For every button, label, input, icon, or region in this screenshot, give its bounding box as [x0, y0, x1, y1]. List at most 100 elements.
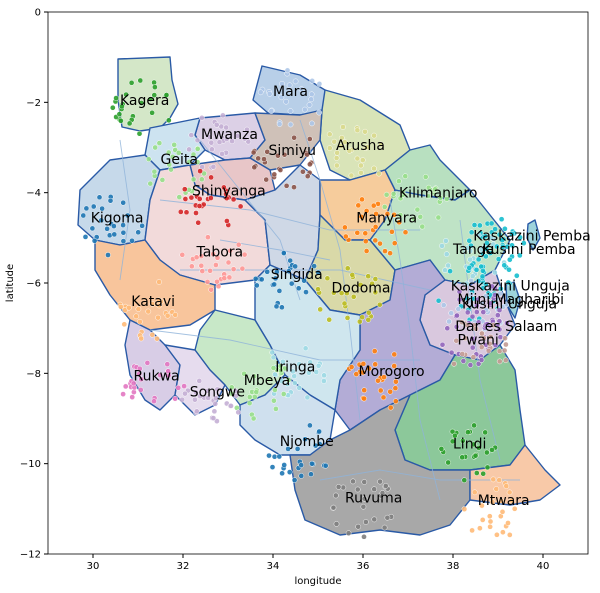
sample-point: [270, 354, 277, 361]
sample-point: [479, 502, 485, 509]
sample-point: [333, 155, 340, 161]
x-tick-label: 40: [537, 561, 550, 572]
sample-point: [264, 148, 271, 155]
sample-point: [269, 464, 276, 470]
sample-point: [493, 486, 500, 492]
sample-point: [496, 231, 503, 238]
sample-point: [506, 266, 512, 273]
sample-point: [411, 215, 417, 222]
sample-point: [478, 357, 485, 363]
sample-point: [490, 322, 497, 329]
sample-point: [477, 525, 483, 532]
sample-point: [190, 176, 197, 183]
sample-point: [292, 263, 299, 270]
sample-point: [361, 479, 368, 485]
sample-point: [291, 380, 298, 386]
sample-point: [372, 237, 379, 244]
sample-point: [501, 262, 508, 269]
sample-point: [311, 263, 317, 269]
sample-point: [483, 245, 490, 252]
sample-point: [458, 319, 465, 325]
sample-point: [156, 297, 162, 304]
sample-point: [384, 514, 391, 521]
sample-point: [151, 92, 158, 98]
sample-point: [372, 361, 379, 368]
sample-point: [230, 266, 237, 273]
sample-point: [302, 345, 309, 352]
sample-point: [276, 453, 283, 460]
region-label: Kaskazini Pemba: [473, 229, 590, 245]
sample-point: [494, 312, 501, 319]
sample-point: [504, 320, 510, 326]
sample-point: [291, 134, 297, 141]
sample-point: [371, 348, 378, 354]
sample-point: [391, 240, 398, 247]
sample-point: [381, 204, 388, 210]
sample-point: [435, 297, 442, 304]
sample-point: [365, 309, 372, 316]
sample-point: [126, 120, 133, 127]
sample-point: [496, 477, 503, 483]
x-tick-label: 32: [177, 561, 190, 572]
region-label: Kusini Unguja: [462, 296, 557, 312]
sample-point: [448, 310, 455, 316]
sample-point: [206, 134, 213, 141]
sample-point: [486, 340, 493, 347]
sample-point: [444, 325, 451, 332]
sample-point: [480, 309, 487, 315]
sample-point: [471, 489, 478, 496]
sample-point: [354, 127, 361, 134]
x-tick-label: 34: [267, 561, 280, 572]
sample-point: [285, 268, 292, 275]
sample-point: [362, 230, 369, 237]
sample-point: [342, 224, 348, 231]
sample-point: [479, 300, 486, 306]
region-label: Mjini Magharibi: [458, 292, 565, 308]
sample-point: [317, 306, 324, 313]
sample-point: [376, 170, 382, 177]
sample-point: [123, 91, 129, 98]
sample-point: [304, 151, 310, 158]
sample-point: [391, 211, 397, 218]
region-label: Shinyanga: [192, 183, 266, 199]
sample-point: [138, 100, 145, 106]
sample-point: [308, 91, 315, 98]
sample-point: [473, 266, 480, 273]
sample-point: [286, 469, 293, 475]
sample-point: [335, 484, 342, 490]
sample-point: [480, 267, 486, 274]
sample-point: [230, 196, 237, 203]
sample-point: [205, 234, 211, 241]
sample-point: [135, 229, 142, 236]
sample-point: [473, 309, 480, 315]
region-label: Iringa: [275, 360, 315, 376]
sample-point: [164, 361, 171, 368]
sample-point: [506, 489, 513, 496]
sample-point: [338, 135, 345, 141]
sample-point: [475, 445, 482, 451]
sample-point: [285, 446, 291, 452]
sample-point: [360, 360, 367, 367]
sample-point: [149, 300, 156, 307]
sample-point: [104, 225, 110, 232]
sample-point: [303, 289, 309, 295]
sample-point: [360, 503, 367, 510]
sample-point: [208, 286, 215, 293]
sample-point: [460, 358, 467, 364]
sample-point: [492, 226, 498, 232]
region-label: Lindi: [453, 436, 486, 452]
region-label: Mara: [273, 84, 308, 100]
sample-point: [387, 404, 394, 411]
sample-point: [210, 251, 217, 257]
sample-point: [99, 205, 105, 212]
sample-point: [221, 184, 227, 191]
sample-point: [358, 213, 365, 220]
sample-point: [369, 280, 375, 287]
sample-point: [166, 161, 173, 168]
sample-point: [466, 298, 472, 305]
sample-point: [198, 176, 205, 183]
sample-point: [304, 394, 311, 401]
sample-point: [188, 132, 195, 138]
region-label: Manyara: [356, 211, 417, 227]
region-label: Dodoma: [332, 281, 391, 297]
